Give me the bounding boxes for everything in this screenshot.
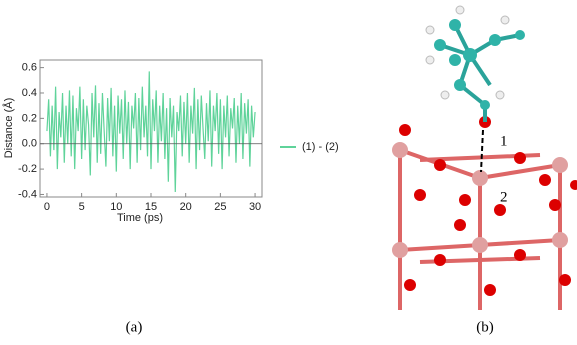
atom-label: 1: [500, 133, 508, 149]
data-line: [46, 71, 256, 192]
x-axis-label: Time (ps): [117, 212, 163, 224]
y-axis-label: Distance (Å): [2, 98, 15, 159]
y-tick-label: -0.4: [18, 188, 37, 200]
atom-label: 2: [500, 189, 508, 205]
y-tick-label: -0.2: [18, 163, 37, 175]
y-tick-label: 0.0: [22, 138, 37, 150]
y-tick-label: 0.6: [22, 62, 37, 74]
legend-label: (1) - (2): [302, 141, 339, 153]
x-tick-label: 15: [145, 201, 157, 213]
x-tick-label: 5: [79, 201, 85, 213]
y-tick-label: 0.4: [22, 87, 37, 99]
x-tick-label: 25: [214, 201, 226, 213]
y-tick-label: 0.2: [22, 112, 37, 124]
x-tick-label: 20: [180, 201, 192, 213]
caption: (a): [126, 319, 143, 335]
caption: (b): [476, 319, 494, 335]
x-tick-label: 10: [110, 201, 122, 213]
structure-rendering: 1 2: [392, 5, 577, 310]
x-tick-label: 0: [44, 201, 50, 213]
x-tick-label: 30: [249, 201, 261, 213]
